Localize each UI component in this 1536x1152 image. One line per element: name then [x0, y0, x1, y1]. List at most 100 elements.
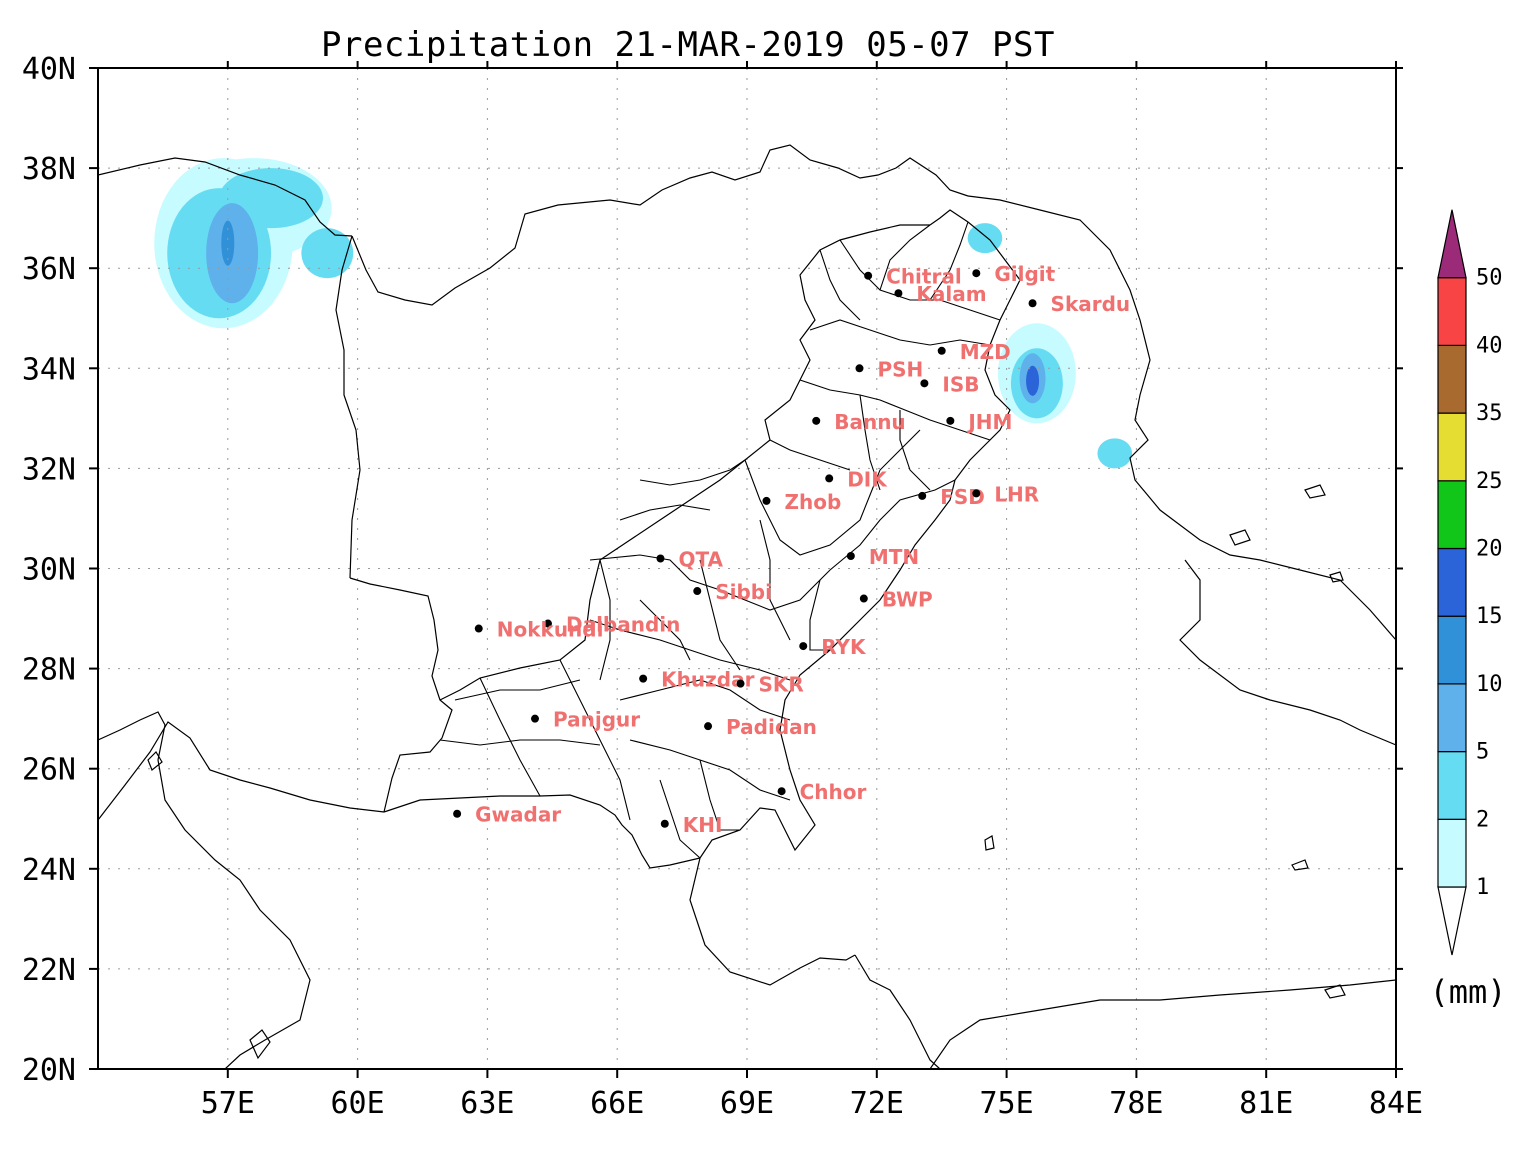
station-marker — [937, 346, 946, 355]
station-marker — [825, 474, 834, 483]
station-label: ISB — [942, 372, 979, 396]
station-qta: QTA — [656, 547, 724, 571]
x-tick-label: 75E — [980, 1086, 1034, 1121]
station-marker — [704, 722, 713, 731]
station-marker — [855, 364, 864, 373]
precip-patch — [1026, 365, 1040, 396]
precip-patch — [221, 220, 235, 266]
station-label: Nokkundi — [497, 618, 604, 642]
station-bwp: BWP — [859, 588, 933, 612]
station-marker — [736, 679, 745, 688]
station-marker — [777, 787, 786, 796]
colorbar-box — [1437, 683, 1467, 753]
station-marker — [918, 491, 927, 500]
colorbar-box — [1437, 344, 1467, 414]
x-tick-label: 81E — [1239, 1086, 1293, 1121]
station-marker — [894, 289, 903, 298]
district-boundaries — [439, 221, 1001, 859]
station-label: DIK — [847, 467, 888, 491]
station-khuzdar: Khuzdar — [639, 668, 755, 692]
colorbar-label: 10 — [1476, 672, 1503, 697]
station-label: Panjgur — [553, 708, 640, 732]
colorbar-label: 20 — [1476, 537, 1503, 562]
station-label: QTA — [678, 547, 723, 571]
station-marker — [639, 674, 648, 683]
station-marker — [946, 416, 955, 425]
station-panjgur: Panjgur — [530, 708, 640, 732]
station-marker — [972, 489, 981, 498]
colorbar-label: 50 — [1476, 266, 1503, 291]
station-label: Zhob — [784, 490, 841, 514]
colorbar-unit: (mm) — [1429, 973, 1506, 1011]
station-label: JHM — [966, 410, 1012, 434]
station-label: Chhor — [800, 780, 867, 804]
colorbar-label: 1 — [1476, 875, 1489, 900]
colorbar-over-arrow — [1437, 209, 1467, 279]
station-label: MTN — [869, 545, 919, 569]
station-label: Gwadar — [475, 803, 561, 827]
y-tick-label: 32N — [22, 452, 76, 487]
colorbar-box — [1437, 277, 1467, 347]
station-jhm: JHM — [946, 410, 1012, 434]
station-skardu: Skardu — [1028, 292, 1130, 316]
station-skr: SKR — [736, 673, 804, 697]
colorbar-box — [1437, 615, 1467, 685]
y-tick-label: 24N — [22, 853, 76, 888]
colorbar-box — [1437, 750, 1467, 820]
station-marker — [846, 551, 855, 560]
station-marker — [693, 587, 702, 596]
station-label: MZD — [960, 340, 1011, 364]
station-ryk: RYK — [799, 635, 867, 659]
y-tick-label: 20N — [22, 1053, 76, 1088]
y-tick-label: 26N — [22, 753, 76, 788]
station-marker — [474, 624, 483, 633]
y-tick-label: 30N — [22, 553, 76, 588]
precip-patch — [301, 228, 354, 279]
station-marker — [453, 809, 462, 818]
plot-area — [98, 68, 1396, 1069]
station-label: Padidan — [726, 715, 817, 739]
colorbar-box — [1437, 818, 1467, 888]
colorbar-label: 25 — [1476, 469, 1503, 494]
colorbar-label: 15 — [1476, 604, 1503, 629]
y-tick-label: 38N — [22, 152, 76, 187]
colorbar-box — [1437, 412, 1467, 482]
station-marker — [859, 594, 868, 603]
station-label: Bannu — [834, 410, 905, 434]
grid-lines — [98, 68, 1396, 1069]
map-title: Precipitation 21-MAR-2019 05-07 PST — [321, 25, 1055, 65]
station-kalam: Kalam — [894, 282, 987, 306]
station-marker — [660, 819, 669, 828]
station-nokkundi: Nokkundi — [474, 618, 604, 642]
station-marker — [972, 269, 981, 278]
station-label: Khuzdar — [661, 668, 754, 692]
station-chhor: Chhor — [777, 780, 867, 804]
station-bannu: Bannu — [812, 410, 906, 434]
station-marker — [812, 416, 821, 425]
station-padidan: Padidan — [704, 715, 817, 739]
y-tick-label: 40N — [22, 52, 76, 87]
y-tick-label: 28N — [22, 653, 76, 688]
station-lhr: LHR — [972, 482, 1039, 506]
precip-patch — [1097, 438, 1133, 469]
station-marker — [762, 496, 771, 505]
station-marker — [864, 271, 873, 280]
station-gilgit: Gilgit — [972, 262, 1056, 286]
colorbar-label: 5 — [1476, 740, 1489, 765]
station-label: Dalbandin — [566, 613, 680, 637]
precipitation-layer — [154, 158, 1133, 469]
station-label: Sibbi — [715, 580, 772, 604]
colorbar-label: 2 — [1476, 807, 1489, 832]
x-tick-label: 57E — [201, 1086, 255, 1121]
stations: Chitral Gilgit Kalam Skardu MZD PSH ISB Bannu JH… — [453, 262, 1130, 837]
station-label: BWP — [882, 588, 933, 612]
station-label: Gilgit — [994, 262, 1055, 286]
station-khi: KHI — [660, 813, 722, 837]
y-tick-label: 22N — [22, 953, 76, 988]
x-tick-label: 63E — [460, 1086, 514, 1121]
x-tick-label: 84E — [1369, 1086, 1423, 1121]
station-sibbi: Sibbi — [693, 580, 772, 604]
station-label: PSH — [877, 357, 923, 381]
